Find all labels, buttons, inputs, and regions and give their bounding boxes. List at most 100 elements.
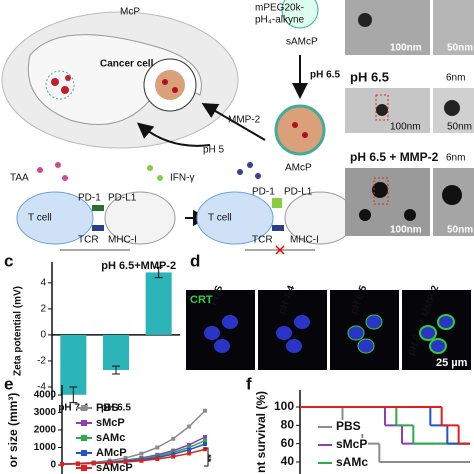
scale-label: 50nm [447,122,472,133]
y-tick-label: 100 [274,399,294,413]
tumor-cell [104,191,176,245]
micro-image [258,290,327,370]
label: T cell [28,213,52,224]
legend-label: sMcP [336,437,367,451]
legend-marker [81,450,87,456]
label: TCR [252,235,273,246]
label: MHC-I [290,235,319,246]
y-tick-label: 0 [50,460,56,471]
scale-label: 100nm [390,225,422,236]
label: MMP-2 [228,115,261,126]
t-cell [196,191,274,245]
y-tick-label: -2 [37,356,46,367]
marker [203,435,207,439]
bracket [204,447,209,467]
legend-label: sAMc [336,455,368,469]
marker [155,445,160,450]
error-bar [154,266,163,279]
scale-label: 100nm [390,43,422,54]
legend-label: PBS [336,419,361,433]
scale-label: 25 µm [436,357,468,369]
label: Cancer cell [100,59,154,70]
schematic: McP Cancer cell mPEG20k- pH₄-alkyne sAMc… [1,0,356,255]
marker [139,451,144,456]
arrow [136,122,211,147]
scale-label: 100nm [390,122,421,133]
tem-image [345,0,430,55]
label: sAMcP [286,37,318,48]
marker [155,457,160,462]
label: PD-1 [78,193,101,204]
y-tick-label: 4000 [34,390,57,401]
label: pH 6.5 [310,70,340,81]
micro-image [402,290,471,370]
condition-label: pH 6.5 + MMP-2 [350,150,439,164]
legend-label: AMcP [96,447,127,459]
y-tick-label: -4 [37,382,46,393]
label: TAA [10,173,29,184]
tem-images: 100nm 50nm pH 6.5 6nm 100nm 50nm pH 6.5 … [345,0,474,236]
nucleus [204,326,220,340]
label: McP [120,7,140,18]
series-line [61,448,206,465]
bar [60,334,87,395]
legend-label: sMcP [96,417,125,429]
nucleus [419,325,437,341]
y-tick-label: 60 [281,436,295,450]
condition-label: pH 6.5 [350,69,389,84]
arrow [201,102,266,141]
nucleus [365,314,383,330]
legend-marker [81,420,87,426]
label: mPEG20k- [255,3,304,14]
legend-marker [81,435,87,441]
category-label: pH 7.4 [58,403,88,414]
nucleus [214,339,230,353]
marker [171,454,176,459]
category-label: pH 6.5 [101,403,131,414]
label: pH₄-alkyne [255,15,305,26]
marker [123,456,128,460]
nucleus [222,315,238,329]
marker [139,458,144,463]
legend-label: sAMc [96,432,125,444]
error-bar [69,386,78,404]
error-bar [112,365,120,375]
scale-label: 50nm [447,225,473,236]
tem-inset [433,0,474,55]
legend-label: sAMcP [96,462,133,474]
y-tick-label: 80 [281,418,295,432]
nucleus [357,338,375,354]
micro-image [330,290,399,370]
y-tick-label: 1000 [34,442,57,453]
marker [203,408,207,413]
cluster [45,70,75,100]
y-tick-label: 4 [40,277,46,288]
legend-marker [81,465,87,471]
annotation: ** [207,454,218,462]
panel-label: d [190,251,200,270]
marker [107,460,112,465]
marker [203,438,207,443]
label: TCR [78,235,99,246]
label: AMcP [285,163,312,174]
marker [203,442,207,446]
marker [171,452,176,457]
bar [103,334,129,371]
legend-bg [316,420,368,434]
y-tick-label: 40 [281,454,295,468]
y-tick-label: 3000 [34,407,57,418]
label: T cell [208,213,232,224]
marker [60,462,64,467]
y-tick-label: 2 [40,304,46,315]
marker [75,461,80,466]
marker [171,436,176,441]
marker [203,447,207,452]
y-tick-label: 0 [40,330,46,341]
microscopy: PBS pH 7.4 pH 6.5 pH 6.5 + MMP-2 [186,284,471,370]
marker [187,442,192,447]
marker [187,447,192,452]
nucleus [276,326,292,340]
y-axis-label: or size (mm³) [6,393,20,468]
nucleus [437,314,455,330]
